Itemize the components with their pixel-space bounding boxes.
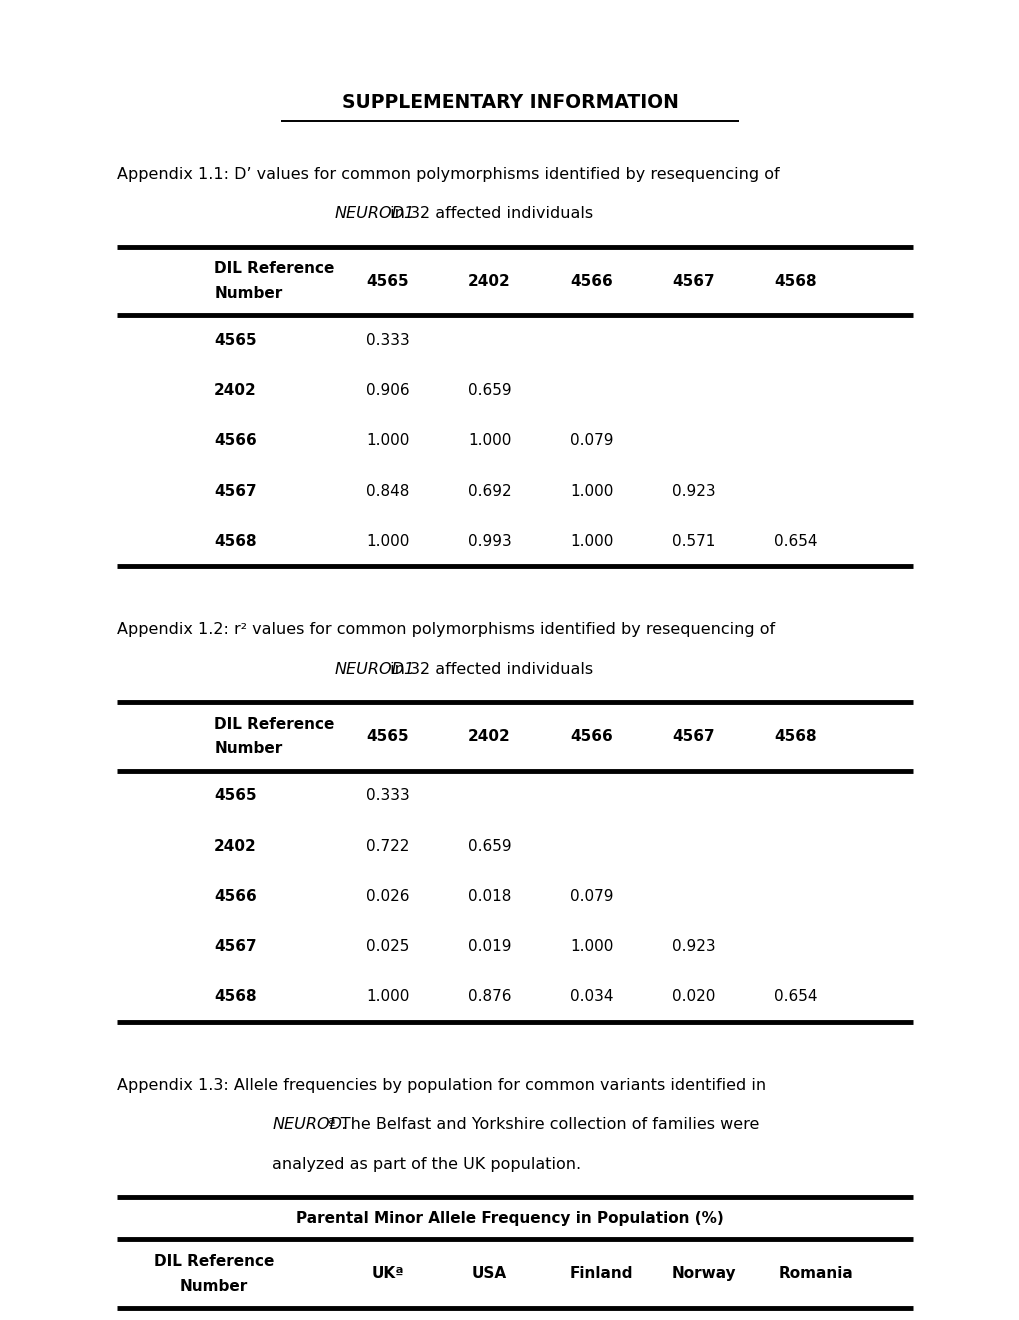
Text: 0.026: 0.026 xyxy=(366,888,409,904)
Text: DIL Reference: DIL Reference xyxy=(214,717,334,731)
Text: 0.079: 0.079 xyxy=(570,433,612,449)
Text: 1.000: 1.000 xyxy=(366,533,409,549)
Text: SUPPLEMENTARY INFORMATION: SUPPLEMENTARY INFORMATION xyxy=(341,94,678,112)
Text: 4567: 4567 xyxy=(214,939,257,954)
Text: Appendix 1.3: Allele frequencies by population for common variants identified in: Appendix 1.3: Allele frequencies by popu… xyxy=(117,1077,765,1093)
Text: Appendix 1.2: r² values for common polymorphisms identified by resequencing of: Appendix 1.2: r² values for common polym… xyxy=(117,622,774,638)
Text: Parental Minor Allele Frequency in Population (%): Parental Minor Allele Frequency in Popul… xyxy=(296,1210,723,1226)
Text: Number: Number xyxy=(214,742,282,756)
Text: 4568: 4568 xyxy=(214,989,257,1005)
Text: 0.571: 0.571 xyxy=(672,533,714,549)
Text: in 32 affected individuals: in 32 affected individuals xyxy=(385,661,593,677)
Text: NEUROD1: NEUROD1 xyxy=(334,661,415,677)
Text: 4565: 4565 xyxy=(366,729,409,744)
Text: 0.654: 0.654 xyxy=(773,533,816,549)
Text: 1.000: 1.000 xyxy=(366,989,409,1005)
Text: DIL Reference: DIL Reference xyxy=(154,1254,274,1269)
Text: 4568: 4568 xyxy=(773,273,816,289)
Text: 0.034: 0.034 xyxy=(570,989,612,1005)
Text: 0.333: 0.333 xyxy=(366,788,409,804)
Text: 0.079: 0.079 xyxy=(570,888,612,904)
Text: Romania: Romania xyxy=(777,1266,853,1282)
Text: 0.659: 0.659 xyxy=(468,838,511,854)
Text: 1.000: 1.000 xyxy=(366,433,409,449)
Text: 0.906: 0.906 xyxy=(366,383,409,399)
Text: DIL Reference: DIL Reference xyxy=(214,261,334,276)
Text: 0.333: 0.333 xyxy=(366,333,409,348)
Text: 1.000: 1.000 xyxy=(570,533,612,549)
Text: 0.923: 0.923 xyxy=(672,483,714,499)
Text: Number: Number xyxy=(214,286,282,301)
Text: Appendix 1.1: D’ values for common polymorphisms identified by resequencing of: Appendix 1.1: D’ values for common polym… xyxy=(117,166,780,182)
Text: 0.659: 0.659 xyxy=(468,383,511,399)
Text: NEUROD1: NEUROD1 xyxy=(334,206,415,222)
Text: 4566: 4566 xyxy=(214,888,257,904)
Text: 1.000: 1.000 xyxy=(570,939,612,954)
Text: 4565: 4565 xyxy=(214,333,257,348)
Text: 4568: 4568 xyxy=(214,533,257,549)
Text: NEUROD.: NEUROD. xyxy=(272,1117,347,1133)
Text: 0.876: 0.876 xyxy=(468,989,511,1005)
Text: UKª: UKª xyxy=(371,1266,404,1282)
Text: 4566: 4566 xyxy=(570,273,612,289)
Text: USA: USA xyxy=(472,1266,506,1282)
Text: 0.993: 0.993 xyxy=(468,533,511,549)
Text: 0.692: 0.692 xyxy=(468,483,511,499)
Text: 0.020: 0.020 xyxy=(672,989,714,1005)
Text: 4567: 4567 xyxy=(672,729,714,744)
Text: 0.019: 0.019 xyxy=(468,939,511,954)
Text: 4566: 4566 xyxy=(214,433,257,449)
Text: 0.025: 0.025 xyxy=(366,939,409,954)
Text: 4566: 4566 xyxy=(570,729,612,744)
Text: 0.722: 0.722 xyxy=(366,838,409,854)
Text: 1.000: 1.000 xyxy=(570,483,612,499)
Text: 4568: 4568 xyxy=(773,729,816,744)
Text: 2402: 2402 xyxy=(214,383,257,399)
Text: 4567: 4567 xyxy=(672,273,714,289)
Text: 2402: 2402 xyxy=(214,838,257,854)
Text: Number: Number xyxy=(180,1279,248,1294)
Text: 0.848: 0.848 xyxy=(366,483,409,499)
Text: 0.654: 0.654 xyxy=(773,989,816,1005)
Text: 4567: 4567 xyxy=(214,483,257,499)
Text: 2402: 2402 xyxy=(468,273,511,289)
Text: 4565: 4565 xyxy=(214,788,257,804)
Text: in 32 affected individuals: in 32 affected individuals xyxy=(385,206,593,222)
Text: 4565: 4565 xyxy=(366,273,409,289)
Text: 0.923: 0.923 xyxy=(672,939,714,954)
Text: Norway: Norway xyxy=(671,1266,736,1282)
Text: ª The Belfast and Yorkshire collection of families were: ª The Belfast and Yorkshire collection o… xyxy=(323,1117,759,1133)
Text: 1.000: 1.000 xyxy=(468,433,511,449)
Text: 2402: 2402 xyxy=(468,729,511,744)
Text: analyzed as part of the UK population.: analyzed as part of the UK population. xyxy=(272,1156,581,1172)
Text: 0.018: 0.018 xyxy=(468,888,511,904)
Text: Finland: Finland xyxy=(570,1266,633,1282)
